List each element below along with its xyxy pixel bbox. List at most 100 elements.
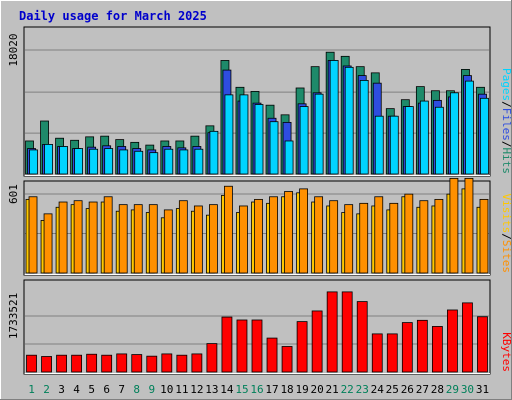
bar-pages-day-3 bbox=[59, 146, 68, 175]
y-max-label: 601 bbox=[7, 184, 20, 204]
bar-sites-day-18 bbox=[284, 191, 293, 274]
bar-pages-day-16 bbox=[254, 104, 264, 175]
bar-pages-day-8 bbox=[134, 150, 144, 175]
bar-sites-day-15 bbox=[239, 205, 248, 274]
bar-pages-day-22 bbox=[344, 66, 354, 175]
bar-kbytes-day-20 bbox=[311, 310, 323, 373]
bar-kbytes-day-29 bbox=[447, 309, 458, 373]
bar-kbytes-day-8 bbox=[131, 354, 143, 373]
bar-sites-day-19 bbox=[299, 188, 308, 274]
day-label-13: 13 bbox=[205, 383, 218, 396]
day-label-27: 27 bbox=[416, 383, 429, 396]
legend-item: Hits bbox=[500, 148, 512, 175]
day-label-18: 18 bbox=[280, 383, 293, 396]
bar-kbytes-day-7 bbox=[116, 353, 128, 373]
bar-kbytes-day-17 bbox=[266, 337, 278, 373]
chart-title: Daily usage for March 2025 bbox=[19, 9, 207, 23]
bar-kbytes-day-18 bbox=[281, 346, 293, 373]
bar-pages-day-7 bbox=[119, 149, 129, 175]
bar-pages-day-5 bbox=[89, 148, 99, 175]
legend-kbytes: KBytes bbox=[500, 332, 512, 372]
bar-sites-day-22 bbox=[344, 204, 354, 274]
bar-kbytes-day-30 bbox=[462, 302, 473, 373]
bar-sites-day-12 bbox=[193, 205, 203, 274]
bar-sites-day-16 bbox=[254, 198, 263, 274]
day-label-8: 8 bbox=[133, 383, 140, 396]
bar-pages-day-23 bbox=[359, 80, 369, 175]
legend-item: Sites bbox=[500, 240, 512, 273]
bar-sites-day-17 bbox=[269, 196, 278, 274]
legend-item: / bbox=[500, 233, 512, 240]
day-label-3: 3 bbox=[58, 383, 65, 396]
bar-kbytes-day-6 bbox=[101, 354, 113, 373]
day-label-26: 26 bbox=[401, 383, 414, 396]
bar-pages-day-27 bbox=[419, 100, 429, 175]
day-label-6: 6 bbox=[103, 383, 110, 396]
bar-sites-day-10 bbox=[163, 209, 173, 274]
day-label-1: 1 bbox=[28, 383, 35, 396]
bar-pages-day-15 bbox=[239, 94, 249, 175]
bar-kbytes-day-5 bbox=[86, 353, 98, 373]
y-max-label: 18020 bbox=[7, 33, 20, 66]
bar-sites-day-1 bbox=[28, 196, 38, 274]
bar-pages-day-1 bbox=[29, 149, 38, 175]
bar-pages-day-21 bbox=[329, 60, 339, 175]
bar-pages-day-30 bbox=[465, 80, 474, 175]
bar-kbytes-day-31 bbox=[477, 316, 488, 373]
legend-item: / bbox=[500, 101, 512, 108]
bar-pages-day-18 bbox=[284, 140, 294, 175]
day-labels: 1 2 3 4 5 6 7 8 9 10 11 12 13 14 15 16 17 18 19 20 21 22 23 24 2… bbox=[28, 383, 489, 396]
bar-sites-day-13 bbox=[209, 204, 218, 274]
bar-kbytes-day-1 bbox=[26, 354, 37, 373]
bar-pages-day-2 bbox=[44, 144, 53, 175]
bar-sites-day-21 bbox=[329, 200, 339, 274]
bar-kbytes-day-11 bbox=[176, 354, 188, 373]
bar-kbytes-day-3 bbox=[56, 354, 67, 373]
day-label-10: 10 bbox=[160, 383, 173, 396]
bar-kbytes-day-28 bbox=[431, 326, 443, 373]
bar-pages-day-24 bbox=[374, 115, 384, 175]
bar-pages-day-26 bbox=[404, 106, 414, 175]
bar-kbytes-day-4 bbox=[71, 354, 83, 373]
day-label-11: 11 bbox=[175, 383, 188, 396]
bar-kbytes-day-25 bbox=[386, 333, 398, 373]
bar-sites-day-27 bbox=[419, 200, 429, 274]
bar-sites-day-8 bbox=[133, 204, 143, 274]
day-label-21: 21 bbox=[326, 383, 339, 396]
day-label-22: 22 bbox=[341, 383, 354, 396]
bar-pages-day-14 bbox=[224, 94, 234, 175]
bar-pages-day-17 bbox=[269, 121, 279, 175]
bar-sites-day-30 bbox=[464, 177, 474, 274]
bar-kbytes-day-19 bbox=[296, 321, 308, 373]
bar-pages-day-9 bbox=[149, 152, 159, 175]
day-label-4: 4 bbox=[73, 383, 80, 396]
bar-sites-day-2 bbox=[43, 213, 53, 274]
bar-kbytes-day-16 bbox=[251, 319, 263, 373]
panel-visits-sites: 601 Visits/Sites bbox=[7, 177, 512, 276]
day-label-30: 30 bbox=[461, 383, 474, 396]
bar-sites-day-11 bbox=[178, 200, 188, 274]
bar-sites-day-24 bbox=[374, 196, 384, 274]
legend-hits-files-pages: Pages/Files/Hits bbox=[500, 68, 512, 174]
legend-item: Pages bbox=[500, 68, 512, 101]
bar-kbytes-day-13 bbox=[206, 343, 218, 373]
legend-visits-sites: Visits/Sites bbox=[500, 194, 512, 274]
bar-sites-day-20 bbox=[314, 196, 324, 274]
day-label-19: 19 bbox=[295, 383, 308, 396]
bar-sites-day-31 bbox=[479, 198, 489, 274]
day-label-20: 20 bbox=[311, 383, 324, 396]
bar-pages-day-31 bbox=[480, 97, 489, 175]
bar-kbytes-day-10 bbox=[161, 353, 173, 373]
day-label-25: 25 bbox=[386, 383, 399, 396]
bar-sites-day-9 bbox=[148, 204, 158, 274]
day-label-14: 14 bbox=[220, 383, 234, 396]
day-label-12: 12 bbox=[190, 383, 203, 396]
bar-kbytes-day-2 bbox=[41, 356, 52, 373]
bar-sites-day-28 bbox=[434, 198, 444, 274]
legend-item: Visits bbox=[500, 194, 512, 234]
day-label-5: 5 bbox=[88, 383, 95, 396]
bar-pages-day-29 bbox=[450, 92, 459, 175]
day-label-28: 28 bbox=[431, 383, 444, 396]
